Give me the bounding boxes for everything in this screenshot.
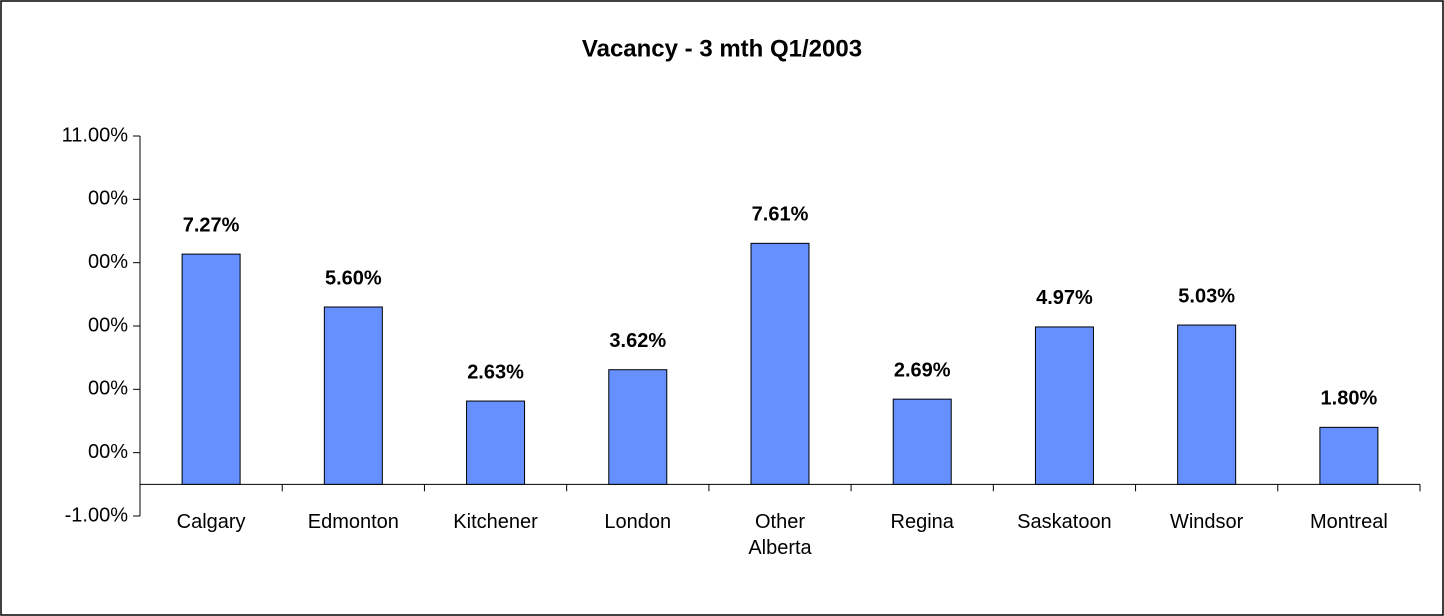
bar bbox=[1177, 324, 1237, 485]
x-tick-label: Other Alberta bbox=[748, 511, 812, 560]
bar bbox=[1034, 326, 1094, 485]
y-tick-label: 11.00% bbox=[62, 124, 129, 146]
bar bbox=[181, 253, 241, 485]
data-label: 5.03% bbox=[1178, 285, 1235, 307]
y-tick-label: 00% bbox=[88, 188, 128, 210]
x-tick-label: Windsor bbox=[1169, 511, 1244, 534]
data-label: 3.62% bbox=[609, 330, 666, 352]
bar bbox=[323, 306, 383, 485]
bar bbox=[1319, 426, 1379, 485]
y-tick-label: 00% bbox=[88, 314, 128, 336]
bar bbox=[608, 369, 668, 485]
data-label: 1.80% bbox=[1321, 388, 1378, 410]
y-tick-label: 00% bbox=[88, 251, 128, 273]
y-tick-label: -1.00% bbox=[65, 504, 129, 526]
data-label: 2.63% bbox=[467, 361, 524, 383]
chart-title: Vacancy - 3 mth Q1/2003 bbox=[582, 35, 862, 62]
data-label: 5.60% bbox=[325, 267, 382, 289]
x-tick-label: Saskatoon bbox=[1017, 511, 1112, 534]
data-label: 7.61% bbox=[752, 204, 809, 226]
data-label: 2.69% bbox=[894, 359, 951, 381]
x-tick-label: Edmonton bbox=[307, 511, 399, 534]
data-label: 7.27% bbox=[183, 214, 240, 236]
x-tick-label: Regina bbox=[890, 511, 954, 534]
x-tick-label: Kitchener bbox=[453, 511, 538, 534]
x-tick-label: Calgary bbox=[176, 511, 246, 534]
x-tick-label: Montreal bbox=[1309, 511, 1388, 534]
bar bbox=[750, 242, 810, 485]
data-label: 4.97% bbox=[1036, 287, 1093, 309]
bar bbox=[466, 400, 526, 485]
y-tick-label: 00% bbox=[88, 378, 128, 400]
bar bbox=[892, 398, 952, 485]
x-tick-label: London bbox=[604, 511, 672, 534]
y-tick-label: 00% bbox=[88, 441, 128, 463]
